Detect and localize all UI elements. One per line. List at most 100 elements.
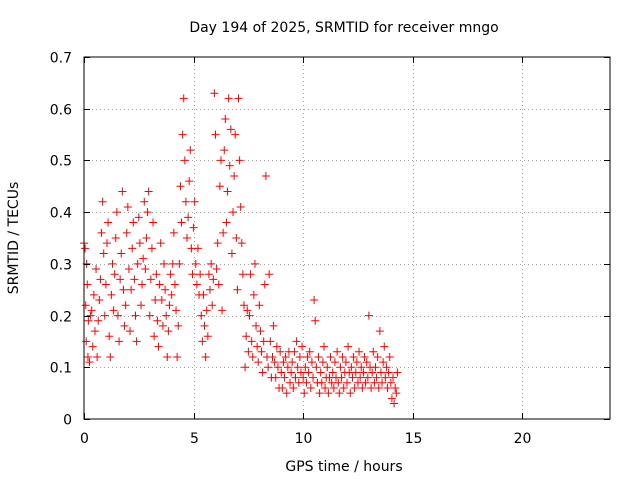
- data-point: [272, 342, 281, 351]
- data-point: [142, 234, 151, 242]
- data-point: [150, 332, 159, 341]
- data-point: [214, 280, 223, 289]
- data-point: [131, 311, 140, 320]
- data-point: [178, 130, 187, 139]
- data-point: [100, 311, 109, 320]
- data-point: [278, 383, 287, 392]
- data-point: [271, 373, 280, 382]
- data-point: [243, 306, 252, 315]
- data-point: [81, 244, 90, 253]
- data-point: [344, 342, 353, 351]
- x-tick-labels: 0 5 10 15 20: [80, 431, 531, 447]
- data-point: [350, 383, 359, 392]
- data-point: [212, 265, 221, 274]
- data-point: [225, 161, 234, 170]
- data-point: [144, 187, 153, 196]
- data-point: [315, 389, 324, 398]
- data-point: [334, 378, 343, 387]
- axis-ticks: [84, 57, 610, 420]
- data-point: [127, 285, 136, 294]
- data-point: [192, 280, 201, 289]
- y-tick-label: 0.3: [50, 258, 72, 274]
- data-point: [133, 259, 142, 268]
- data-point: [283, 363, 292, 372]
- data-point: [134, 213, 143, 222]
- data-point: [245, 311, 254, 320]
- data-point: [94, 316, 103, 325]
- data-point: [252, 321, 261, 330]
- y-tick-label: 0.7: [50, 51, 72, 67]
- data-point: [101, 280, 110, 289]
- data-point: [294, 378, 303, 387]
- data-point: [391, 383, 400, 392]
- data-point: [302, 378, 311, 387]
- data-point: [298, 342, 307, 351]
- data-point: [291, 373, 300, 382]
- data-point: [329, 383, 338, 392]
- data-point: [197, 311, 206, 320]
- data-point: [242, 332, 251, 341]
- data-point: [338, 352, 347, 361]
- data-point: [82, 337, 91, 346]
- data-point: [287, 368, 296, 377]
- data-point: [207, 259, 216, 268]
- data-point: [117, 249, 126, 258]
- x-axis-label: GPS time / hours: [285, 459, 402, 475]
- data-point: [85, 358, 94, 367]
- data-point: [362, 358, 371, 367]
- data-point: [199, 290, 208, 299]
- data-point: [200, 321, 209, 330]
- data-point: [307, 358, 316, 367]
- data-point: [368, 368, 377, 377]
- data-point: [296, 368, 305, 377]
- data-point: [118, 187, 127, 196]
- x-tick-label: 15: [405, 431, 423, 447]
- data-point: [180, 156, 189, 165]
- data-point: [282, 389, 291, 398]
- data-point: [154, 342, 163, 351]
- data-point: [258, 368, 267, 377]
- data-point: [112, 208, 121, 217]
- y-tick-label: 0: [63, 413, 72, 429]
- data-point: [198, 337, 207, 346]
- data-point: [109, 306, 118, 315]
- data-point: [83, 352, 92, 361]
- data-point: [369, 347, 378, 356]
- data-point: [167, 290, 176, 299]
- data-point: [370, 378, 379, 387]
- data-point: [189, 223, 198, 232]
- data-point: [157, 296, 166, 305]
- data-point: [324, 389, 333, 398]
- data-point: [210, 89, 219, 98]
- data-point: [351, 368, 360, 377]
- data-point: [135, 239, 144, 248]
- data-point: [90, 327, 99, 336]
- data-point: [97, 228, 106, 237]
- chart-title: Day 194 of 2025, SRMTID for receiver mng…: [189, 20, 498, 36]
- data-point: [193, 244, 202, 253]
- data-point: [236, 202, 245, 211]
- data-point: [119, 285, 128, 294]
- data-point: [103, 239, 112, 248]
- data-point: [348, 373, 357, 382]
- data-point: [221, 115, 230, 124]
- y-tick-label: 0.2: [50, 310, 72, 326]
- data-point: [255, 301, 264, 310]
- data-point: [353, 378, 362, 387]
- data-point: [104, 218, 113, 227]
- data-point: [184, 213, 193, 222]
- data-point: [83, 280, 92, 289]
- data-point: [174, 321, 183, 330]
- data-point: [105, 332, 114, 341]
- data-point: [122, 228, 131, 237]
- y-tick-label: 0.6: [50, 103, 72, 119]
- data-point: [121, 301, 130, 310]
- data-point: [347, 363, 356, 372]
- data-point: [116, 275, 125, 284]
- data-point: [179, 94, 188, 103]
- data-point: [163, 352, 172, 361]
- data-point: [385, 352, 394, 361]
- data-point: [393, 368, 402, 377]
- data-point: [234, 94, 243, 103]
